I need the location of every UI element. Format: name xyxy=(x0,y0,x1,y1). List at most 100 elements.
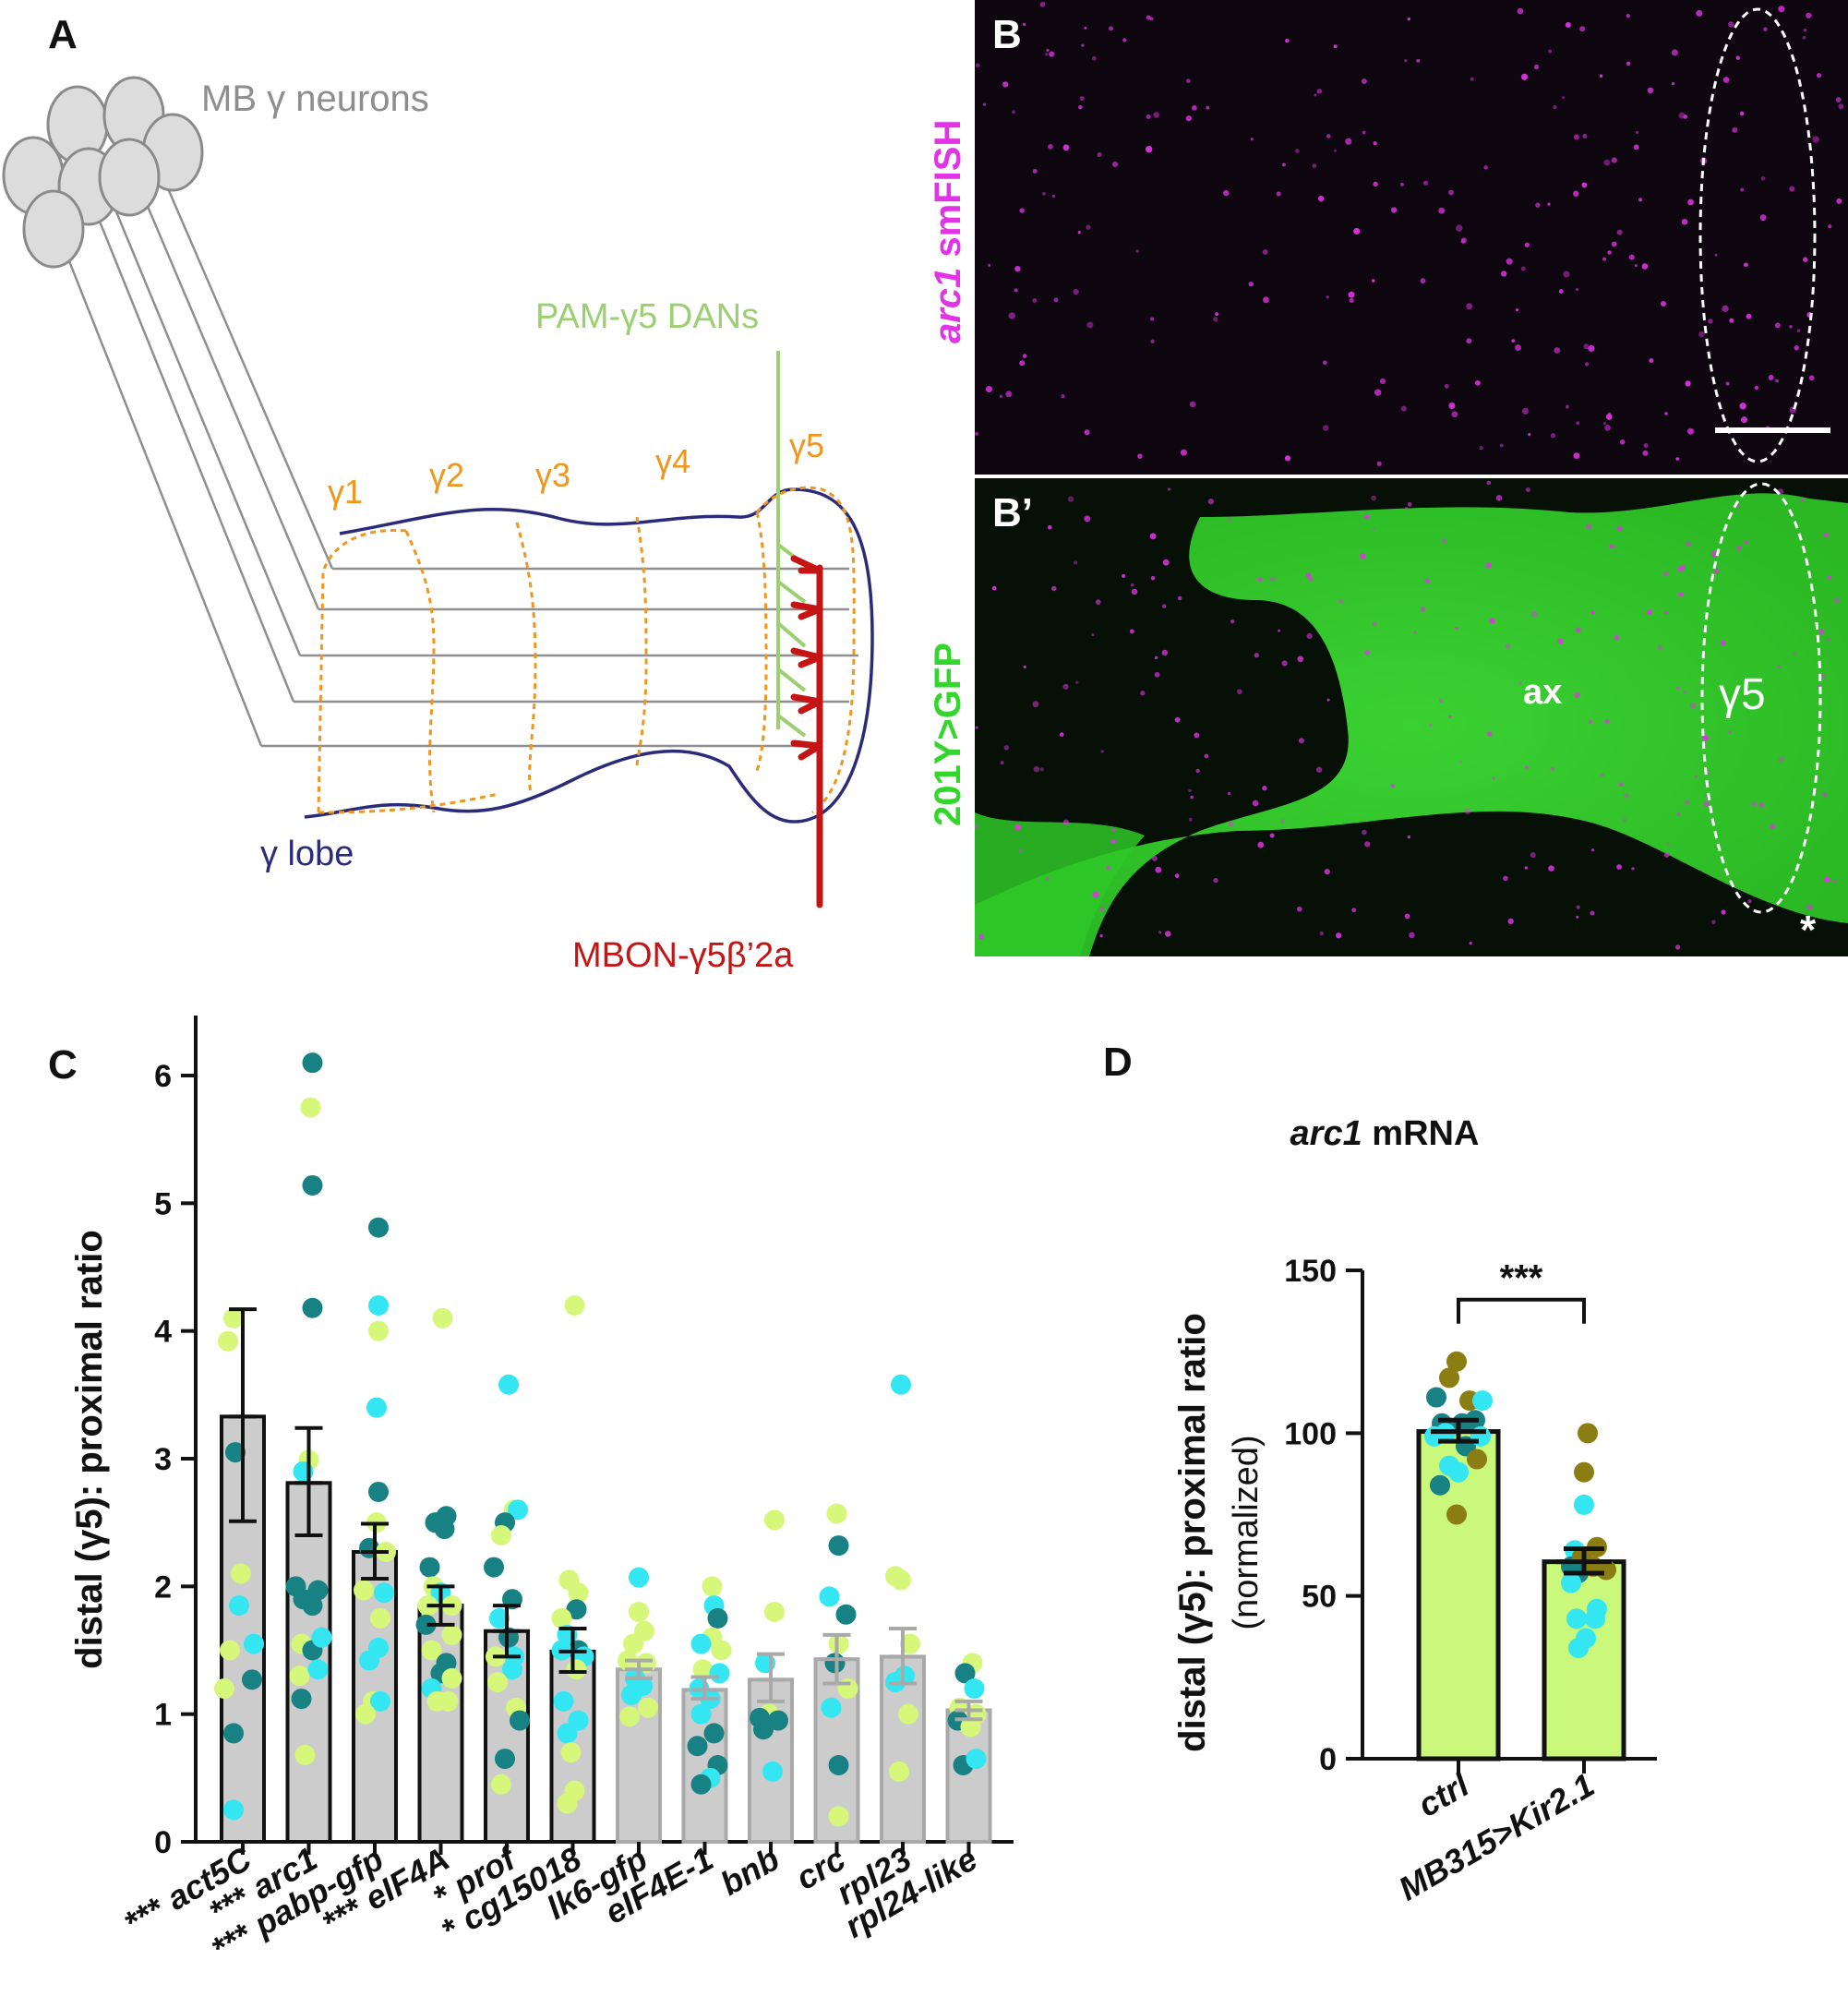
gfp-punctum xyxy=(1149,533,1157,540)
smfish-punctum xyxy=(1362,130,1366,135)
point-lk6-gfp xyxy=(638,1697,658,1718)
gfp-punctum xyxy=(1728,730,1733,734)
chart-c-ytick-label: 2 xyxy=(154,1569,172,1605)
gfp-punctum xyxy=(1305,572,1312,579)
smfish-punctum xyxy=(1314,93,1317,97)
label-gamma1: γ1 xyxy=(328,473,363,511)
smfish-punctum xyxy=(1215,312,1219,317)
point-ctrl xyxy=(1430,1474,1450,1496)
smfish-punctum xyxy=(1739,111,1745,116)
point-arc1 xyxy=(302,1052,323,1074)
gfp-punctum xyxy=(1296,906,1302,912)
point-lk6-gfp xyxy=(629,1602,649,1622)
smfish-punctum xyxy=(975,63,980,68)
chart-c-ytick-label: 6 xyxy=(154,1059,172,1094)
smfish-punctum xyxy=(1611,157,1617,163)
smfish-punctum xyxy=(1046,48,1050,53)
smfish-punctum xyxy=(1506,258,1513,265)
gfp-punctum xyxy=(1823,877,1828,882)
bar-MB315>Kir2.1 xyxy=(1542,1559,1626,1762)
smfish-punctum xyxy=(1451,411,1458,418)
point-MB315>Kir2.1 xyxy=(1576,1628,1596,1649)
smfish-punctum xyxy=(1373,181,1378,187)
point-pabp-gfp xyxy=(368,1295,389,1316)
gamma5-outline-b xyxy=(1698,7,1817,463)
chart-c-ytick-label: 5 xyxy=(154,1186,172,1221)
gfp-punctum xyxy=(1702,734,1709,741)
smfish-punctum xyxy=(1729,318,1734,323)
gfp-punctum xyxy=(1507,918,1514,925)
smfish-punctum xyxy=(1515,308,1519,312)
gfp-punctum xyxy=(1227,517,1231,522)
chart-d-ylabel-sub: (normalized) xyxy=(1227,1435,1266,1629)
smfish-punctum xyxy=(1189,401,1196,408)
point-act5C xyxy=(218,1330,238,1352)
point-arc1 xyxy=(289,1665,310,1687)
gfp-punctum xyxy=(1099,907,1105,912)
point-eIF4E-1 xyxy=(707,1607,728,1629)
smfish-punctum xyxy=(1573,134,1579,140)
smfish-punctum xyxy=(1754,385,1759,391)
gfp-punctum xyxy=(1364,649,1371,656)
point-rpl23 xyxy=(891,1374,911,1395)
gfp-punctum xyxy=(1091,632,1095,637)
smfish-punctum xyxy=(1686,427,1694,435)
gfp-punctum xyxy=(1023,665,1026,669)
gamma-lobe-label: γ lobe xyxy=(260,835,354,873)
smfish-punctum xyxy=(1575,288,1578,292)
smfish-punctum xyxy=(1019,208,1025,213)
smfish-punctum xyxy=(1563,271,1570,278)
smfish-punctum xyxy=(1353,227,1361,235)
gfp-punctum xyxy=(1677,592,1684,597)
gfp-punctum xyxy=(1351,908,1357,913)
bar-bnb xyxy=(748,1677,794,1844)
panel-c: C distal (γ5): proximal ratio 0123456***… xyxy=(48,1016,1014,1967)
gfp-punctum xyxy=(1319,931,1324,936)
smfish-punctum xyxy=(1322,425,1329,431)
gfp-punctum xyxy=(1820,673,1826,679)
gfp-punctum xyxy=(1822,792,1828,798)
gfp-punctum xyxy=(1095,599,1101,605)
gfp-punctum xyxy=(991,585,997,591)
point-crc xyxy=(821,1697,842,1718)
point-rpl24-like xyxy=(954,1663,976,1684)
smfish-punctum xyxy=(1743,263,1747,267)
gfp-punctum xyxy=(1530,852,1536,859)
significance-label: *** xyxy=(1500,1258,1543,1299)
gfp-punctum xyxy=(1409,932,1415,939)
gfp-punctum xyxy=(1315,766,1323,773)
gfp-punctum xyxy=(1631,867,1635,871)
point-ctrl xyxy=(1467,1449,1487,1470)
point-eIF4A xyxy=(432,1307,453,1329)
smfish-punctum xyxy=(1675,457,1680,461)
point-ctrl xyxy=(1446,1504,1467,1525)
point-crc xyxy=(828,1806,849,1827)
gamma5-region-label: γ5 xyxy=(1719,670,1766,719)
point-eIF4A xyxy=(441,1667,462,1689)
point-rpl23 xyxy=(891,1569,911,1591)
gfp-punctum xyxy=(1207,499,1215,505)
point-lk6-gfp xyxy=(629,1567,649,1588)
smfish-punctum xyxy=(1562,96,1566,100)
point-ctrl xyxy=(1446,1351,1467,1372)
smfish-punctum xyxy=(1348,291,1355,298)
label-gamma4: γ4 xyxy=(655,442,690,480)
point-pabp-gfp xyxy=(374,1582,394,1604)
point-crc xyxy=(837,1678,858,1699)
point-cg15018 xyxy=(566,1599,587,1620)
gfp-punctum xyxy=(1486,731,1493,737)
chart-d-ytick-label: 50 xyxy=(1302,1580,1337,1615)
point-eIF4A xyxy=(438,1690,459,1712)
gfp-punctum xyxy=(1236,689,1242,695)
gfp-punctum xyxy=(1033,765,1040,773)
gfp-punctum xyxy=(1524,866,1528,870)
gfp-punctum xyxy=(1713,568,1720,574)
smfish-punctum xyxy=(1760,175,1766,181)
point-cg15018 xyxy=(551,1607,572,1629)
gfp-punctum xyxy=(1277,629,1281,632)
gfp-punctum xyxy=(1557,638,1564,644)
smfish-punctum xyxy=(999,394,1003,399)
smfish-punctum xyxy=(1802,35,1806,40)
smfish-punctum xyxy=(1579,26,1586,32)
